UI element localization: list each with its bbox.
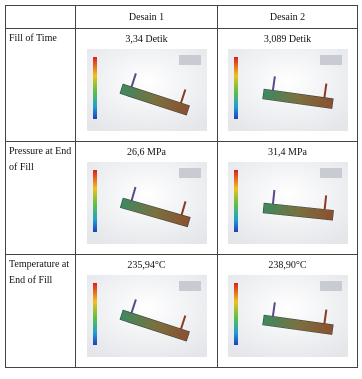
info-box xyxy=(320,55,342,65)
simulation-image xyxy=(228,162,348,244)
corner-cell xyxy=(6,6,76,29)
info-box xyxy=(179,281,201,291)
row-label: Pressure at End of Fill xyxy=(6,142,76,255)
cell: 3,34 Detik xyxy=(76,29,218,142)
cell-value: 238,90°C xyxy=(221,260,354,271)
color-scale xyxy=(93,57,97,119)
table-row: Temperature at End of Fill 235,94°C 238,… xyxy=(6,255,358,368)
info-box xyxy=(320,168,342,178)
cell: 238,90°C xyxy=(218,255,358,368)
body: Desain 1 Desain 2 Fill of Time 3,34 Deti… xyxy=(0,0,362,379)
table-row: Fill of Time 3,34 Detik 3,089 Detik xyxy=(6,29,358,142)
column-header: Desain 2 xyxy=(218,6,358,29)
info-box xyxy=(179,55,201,65)
column-header: Desain 1 xyxy=(76,6,218,29)
simulation-image xyxy=(87,162,207,244)
simulation-image xyxy=(87,275,207,357)
page: {"table": { "columns": ["Desain 1", "Des… xyxy=(0,0,362,379)
simulation-image xyxy=(228,275,348,357)
color-scale xyxy=(93,283,97,345)
simulation-image xyxy=(87,49,207,131)
cell: 235,94°C xyxy=(76,255,218,368)
cell-value: 3,089 Detik xyxy=(221,34,354,45)
info-box xyxy=(179,168,201,178)
simulation-image xyxy=(228,49,348,131)
row-label: Temperature at End of Fill xyxy=(6,255,76,368)
cell-value: 31,4 MPa xyxy=(221,147,354,158)
color-scale xyxy=(234,283,238,345)
color-scale xyxy=(234,170,238,232)
header-row: Desain 1 Desain 2 xyxy=(6,6,358,29)
color-scale xyxy=(93,170,97,232)
cell: 26,6 MPa xyxy=(76,142,218,255)
cell-value: 235,94°C xyxy=(79,260,214,271)
cell: 31,4 MPa xyxy=(218,142,358,255)
info-box xyxy=(320,281,342,291)
cell: 3,089 Detik xyxy=(218,29,358,142)
row-label: Fill of Time xyxy=(6,29,76,142)
table-row: Pressure at End of Fill 26,6 MPa 31,4 MP… xyxy=(6,142,358,255)
color-scale xyxy=(234,57,238,119)
cell-value: 3,34 Detik xyxy=(79,34,214,45)
cell-value: 26,6 MPa xyxy=(79,147,214,158)
comparison-table: Desain 1 Desain 2 Fill of Time 3,34 Deti… xyxy=(5,5,358,368)
